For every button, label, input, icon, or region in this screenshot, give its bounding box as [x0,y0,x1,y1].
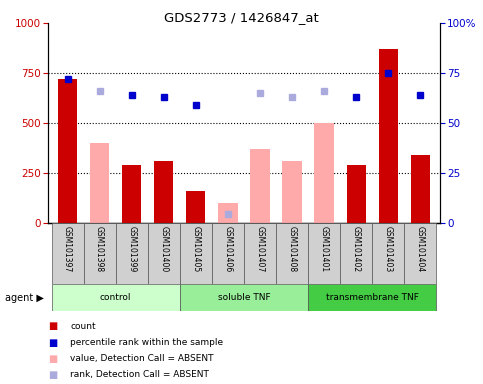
Bar [314,123,334,223]
Text: GSM101402: GSM101402 [352,226,361,272]
Text: ■: ■ [48,321,57,331]
Text: ■: ■ [48,338,57,348]
Text: control: control [100,293,131,302]
Text: GSM101398: GSM101398 [95,226,104,272]
Bar [308,223,340,284]
Bar [52,284,180,311]
Bar [84,223,115,284]
Bar [346,165,366,223]
Text: soluble TNF: soluble TNF [218,293,270,302]
Bar [90,143,109,223]
Bar [244,223,276,284]
Text: count: count [70,322,96,331]
Text: ■: ■ [48,370,57,380]
Text: GSM101407: GSM101407 [256,226,265,272]
Bar [308,284,436,311]
Text: ■: ■ [48,354,57,364]
Text: value, Detection Call = ABSENT: value, Detection Call = ABSENT [70,354,213,363]
Text: GDS2773 / 1426847_at: GDS2773 / 1426847_at [164,12,319,25]
Text: GSM101408: GSM101408 [287,226,297,272]
Bar [180,223,212,284]
Bar [212,223,244,284]
Bar [250,149,270,223]
Text: GSM101401: GSM101401 [320,226,328,272]
Bar [154,161,173,223]
Bar [180,284,308,311]
Text: GSM101404: GSM101404 [416,226,425,272]
Bar [340,223,372,284]
Bar [122,165,142,223]
Text: GSM101397: GSM101397 [63,226,72,272]
Text: transmembrane TNF: transmembrane TNF [326,293,419,302]
Text: GSM101400: GSM101400 [159,226,168,272]
Bar [276,223,308,284]
Bar [58,79,77,223]
Bar [218,203,238,223]
Bar [115,223,148,284]
Bar [372,223,404,284]
Text: percentile rank within the sample: percentile rank within the sample [70,338,223,347]
Bar [404,223,436,284]
Text: rank, Detection Call = ABSENT: rank, Detection Call = ABSENT [70,370,209,379]
Bar [283,161,302,223]
Text: GSM101405: GSM101405 [191,226,200,272]
Bar [186,191,205,223]
Bar [148,223,180,284]
Bar [52,223,84,284]
Text: GSM101403: GSM101403 [384,226,393,272]
Text: agent ▶: agent ▶ [5,293,43,303]
Text: GSM101399: GSM101399 [127,226,136,272]
Text: GSM101406: GSM101406 [223,226,232,272]
Bar [379,49,398,223]
Bar [411,155,430,223]
